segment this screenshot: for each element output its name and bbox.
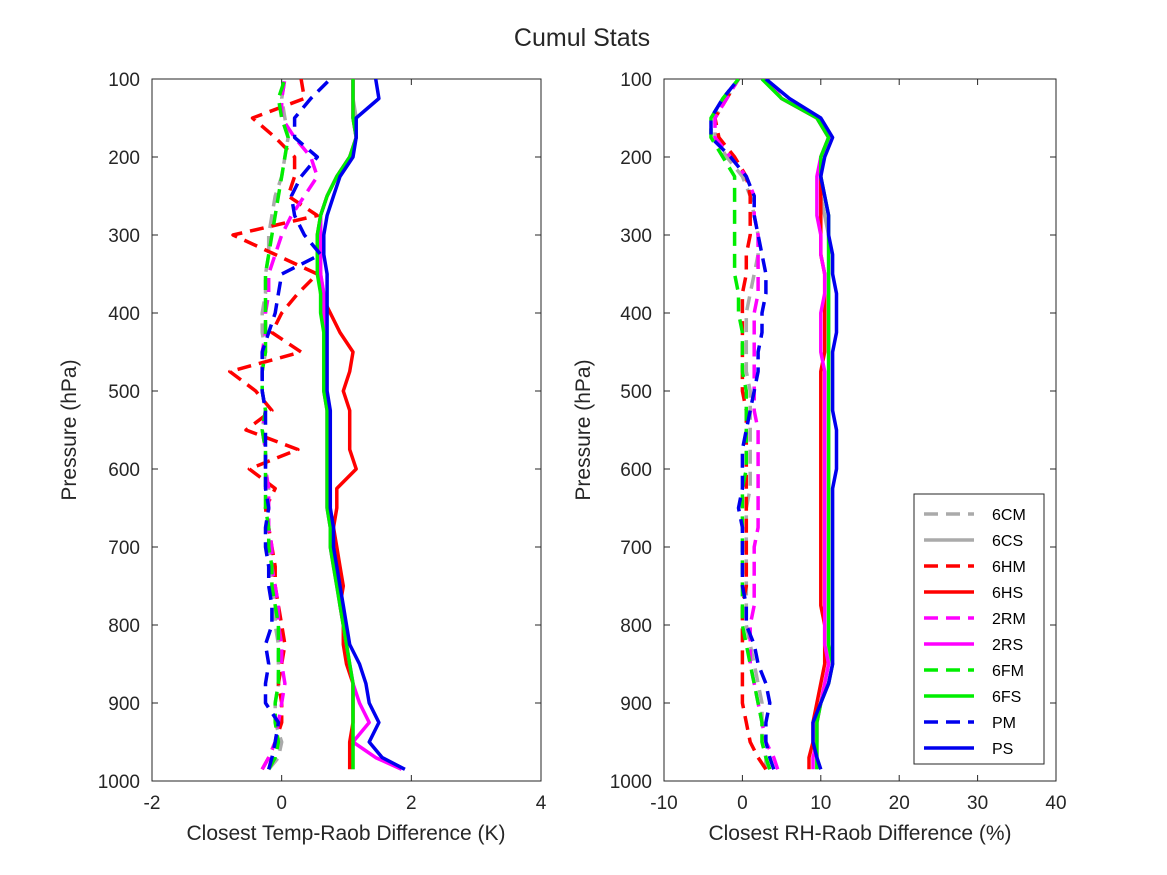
legend-label-6cm: 6CM <box>992 507 1026 524</box>
temp-xtick-label: 4 <box>536 793 547 814</box>
temp-ytick-label: 800 <box>108 616 140 637</box>
legend-label-6hs: 6HS <box>992 585 1023 602</box>
rh-xtick-label: 40 <box>1045 793 1066 814</box>
temp-ytick-label: 300 <box>108 226 140 247</box>
temp-series-6hm <box>228 79 320 771</box>
rh-series-2rs <box>764 79 831 770</box>
temp-series-6fs <box>315 79 358 770</box>
legend-label-ps: PS <box>992 741 1013 758</box>
rh-series-6hs <box>764 79 831 770</box>
rh-xtick-label: 10 <box>810 793 831 814</box>
temp-ytick-label: 200 <box>108 148 140 169</box>
temp-series-6fm <box>260 79 290 771</box>
temp-ytick-label: 700 <box>108 538 140 559</box>
rh-ytick-label: 500 <box>620 382 652 403</box>
temp-ytick-label: 600 <box>108 460 140 481</box>
rh-series-group <box>709 79 839 771</box>
rh-ytick-label: 700 <box>620 538 652 559</box>
rh-ytick-label: 1000 <box>610 772 652 793</box>
rh-ytick-label: 800 <box>620 616 652 637</box>
rh-series-ps <box>764 79 839 770</box>
legend: 6CM 6CS 6HM 6HS 2RM 2RS 6FM 6FS PM PS <box>913 493 1045 765</box>
legend-label-2rm: 2RM <box>992 611 1026 628</box>
temp-xtick-label: -2 <box>144 793 161 814</box>
rh-ylabel: Pressure (hPa) <box>572 359 595 500</box>
figure-title: Cumul Stats <box>514 24 650 52</box>
rh-series-pm <box>709 79 776 770</box>
temp-ylabel: Pressure (hPa) <box>58 359 81 500</box>
legend-label-6fm: 6FM <box>992 663 1024 680</box>
rh-ytick-label: 400 <box>620 304 652 325</box>
temp-ytick-label: 1000 <box>98 772 140 793</box>
rh-series-6hm <box>713 79 768 771</box>
temp-ytick-label: 400 <box>108 304 140 325</box>
temp-xlabel: Closest Temp-Raob Difference (K) <box>186 822 505 845</box>
temp-xtick-label: 0 <box>276 793 287 814</box>
temp-axes: Closest Temp-Raob Difference (K) Pressur… <box>58 70 547 845</box>
temp-xtick-label: 2 <box>406 793 417 814</box>
rh-ytick-label: 900 <box>620 694 652 715</box>
rh-series-6fm <box>709 79 772 770</box>
temp-plot-area <box>151 78 542 782</box>
legend-label-6cs: 6CS <box>992 533 1023 550</box>
rh-ytick-label: 600 <box>620 460 652 481</box>
temp-ytick-label: 500 <box>108 382 140 403</box>
rh-xtick-label: -10 <box>650 793 677 814</box>
legend-label-6fs: 6FS <box>992 689 1021 706</box>
legend-label-pm: PM <box>992 715 1016 732</box>
temp-ytick-label: 100 <box>108 70 140 91</box>
temp-series-6cm <box>260 79 290 771</box>
temp-series-pm <box>260 79 332 770</box>
rh-ytick-label: 100 <box>620 70 652 91</box>
temp-series-group <box>228 79 406 771</box>
legend-label-6hm: 6HM <box>992 559 1026 576</box>
legend-box <box>913 493 1045 765</box>
rh-ytick-label: 300 <box>620 226 652 247</box>
rh-xlabel: Closest RH-Raob Difference (%) <box>708 822 1011 845</box>
rh-ytick-label: 200 <box>620 148 652 169</box>
rh-xtick-label: 30 <box>967 793 988 814</box>
rh-xtick-label: 0 <box>737 793 748 814</box>
temp-ytick-label: 900 <box>108 694 140 715</box>
rh-xtick-label: 20 <box>889 793 910 814</box>
legend-label-2rs: 2RS <box>992 637 1023 654</box>
temp-series-ps <box>322 79 406 771</box>
